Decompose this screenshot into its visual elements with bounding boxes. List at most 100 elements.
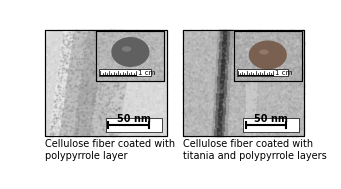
Polygon shape <box>82 68 100 70</box>
Polygon shape <box>223 111 226 112</box>
Polygon shape <box>225 127 227 128</box>
Polygon shape <box>217 134 221 135</box>
Polygon shape <box>83 67 100 68</box>
Polygon shape <box>105 127 119 128</box>
Polygon shape <box>246 95 251 96</box>
Polygon shape <box>103 47 116 49</box>
Polygon shape <box>73 135 90 136</box>
Polygon shape <box>228 64 231 66</box>
Polygon shape <box>78 96 96 98</box>
Polygon shape <box>104 38 118 39</box>
Polygon shape <box>220 83 224 84</box>
Polygon shape <box>50 124 61 125</box>
Polygon shape <box>98 79 112 80</box>
Polygon shape <box>227 78 230 79</box>
Polygon shape <box>213 118 215 119</box>
Polygon shape <box>81 74 99 75</box>
Polygon shape <box>219 50 222 51</box>
Polygon shape <box>218 67 221 68</box>
Polygon shape <box>220 86 224 87</box>
Polygon shape <box>63 34 73 35</box>
Polygon shape <box>222 131 224 132</box>
Polygon shape <box>246 94 251 95</box>
Polygon shape <box>72 41 86 42</box>
Polygon shape <box>64 96 78 98</box>
Polygon shape <box>106 125 119 127</box>
Polygon shape <box>54 102 64 103</box>
Polygon shape <box>251 88 256 90</box>
Polygon shape <box>93 115 107 116</box>
Polygon shape <box>247 86 251 87</box>
Polygon shape <box>68 71 82 72</box>
Polygon shape <box>227 84 229 86</box>
Polygon shape <box>62 37 73 38</box>
Polygon shape <box>218 59 221 60</box>
Polygon shape <box>214 134 217 135</box>
Polygon shape <box>57 74 68 75</box>
Polygon shape <box>227 76 230 78</box>
Polygon shape <box>70 59 84 60</box>
Polygon shape <box>217 131 222 132</box>
Polygon shape <box>214 94 217 95</box>
Polygon shape <box>87 37 104 38</box>
Polygon shape <box>58 68 69 70</box>
Polygon shape <box>94 106 108 107</box>
Polygon shape <box>59 58 70 59</box>
Polygon shape <box>251 90 256 91</box>
Polygon shape <box>97 88 111 90</box>
Polygon shape <box>103 43 117 45</box>
Polygon shape <box>247 78 252 79</box>
Polygon shape <box>219 55 222 57</box>
Polygon shape <box>222 53 226 54</box>
Polygon shape <box>96 96 110 98</box>
Polygon shape <box>97 91 110 92</box>
Polygon shape <box>225 67 228 68</box>
Polygon shape <box>228 60 231 62</box>
Text: polypyrrole layer: polypyrrole layer <box>45 151 128 161</box>
Polygon shape <box>252 53 257 54</box>
Polygon shape <box>71 51 85 53</box>
Polygon shape <box>221 64 225 66</box>
Polygon shape <box>246 91 251 92</box>
Polygon shape <box>246 112 250 114</box>
Polygon shape <box>97 90 110 91</box>
Polygon shape <box>215 78 217 79</box>
Polygon shape <box>252 59 257 60</box>
Polygon shape <box>215 123 218 124</box>
Polygon shape <box>229 42 232 43</box>
Ellipse shape <box>259 50 269 55</box>
Polygon shape <box>227 42 229 43</box>
Polygon shape <box>107 115 121 116</box>
Polygon shape <box>76 116 93 118</box>
Polygon shape <box>229 54 231 55</box>
Polygon shape <box>67 78 81 79</box>
Polygon shape <box>63 108 77 110</box>
Polygon shape <box>69 62 83 63</box>
Polygon shape <box>110 94 124 95</box>
Bar <box>243 118 299 132</box>
Polygon shape <box>111 84 125 86</box>
Text: Cellulose fiber coated with: Cellulose fiber coated with <box>45 139 175 149</box>
Polygon shape <box>107 114 121 115</box>
Polygon shape <box>60 131 74 132</box>
Polygon shape <box>251 104 255 106</box>
Polygon shape <box>229 47 232 49</box>
Polygon shape <box>247 71 252 72</box>
Polygon shape <box>52 111 63 112</box>
Polygon shape <box>119 30 133 31</box>
Polygon shape <box>76 118 93 119</box>
Polygon shape <box>226 57 229 58</box>
Polygon shape <box>216 107 219 108</box>
Polygon shape <box>218 75 220 76</box>
Polygon shape <box>251 95 256 96</box>
Polygon shape <box>69 68 82 70</box>
Polygon shape <box>94 107 108 108</box>
Polygon shape <box>226 50 229 51</box>
Polygon shape <box>248 46 253 47</box>
Polygon shape <box>226 51 229 53</box>
Polygon shape <box>252 50 257 51</box>
Polygon shape <box>219 51 222 53</box>
Polygon shape <box>50 129 60 131</box>
Polygon shape <box>59 63 69 64</box>
Polygon shape <box>79 92 96 94</box>
